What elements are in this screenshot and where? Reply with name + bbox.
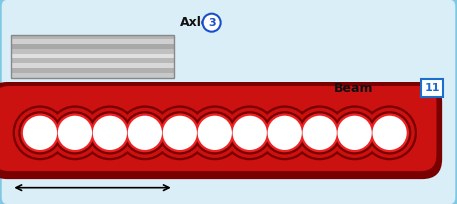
Circle shape (230, 113, 269, 152)
Text: Axle: Axle (180, 16, 210, 29)
Text: Beam: Beam (334, 82, 373, 94)
FancyBboxPatch shape (0, 82, 442, 179)
Circle shape (18, 111, 62, 155)
Circle shape (233, 116, 267, 150)
Bar (11, 54, 174, 59)
Circle shape (93, 116, 127, 150)
Bar (11, 59, 174, 63)
Circle shape (298, 111, 341, 155)
Circle shape (128, 116, 162, 150)
Circle shape (12, 105, 67, 160)
Circle shape (126, 113, 164, 152)
Circle shape (190, 108, 240, 158)
Circle shape (257, 105, 312, 160)
Circle shape (365, 108, 415, 158)
Circle shape (333, 111, 377, 155)
Circle shape (228, 111, 271, 155)
Circle shape (263, 111, 306, 155)
Bar (11, 39, 174, 44)
Circle shape (368, 111, 411, 155)
Circle shape (223, 105, 277, 160)
Circle shape (196, 113, 234, 152)
Bar (11, 44, 174, 49)
Circle shape (202, 14, 221, 32)
Circle shape (266, 113, 304, 152)
Circle shape (327, 105, 382, 160)
Bar (11, 49, 174, 54)
Circle shape (158, 111, 202, 155)
Bar (11, 73, 174, 78)
Circle shape (225, 108, 275, 158)
Circle shape (21, 113, 59, 152)
Circle shape (338, 116, 372, 150)
Text: 11: 11 (425, 83, 440, 93)
Bar (11, 35, 174, 78)
Circle shape (260, 108, 310, 158)
Circle shape (153, 105, 207, 160)
Circle shape (303, 116, 337, 150)
Circle shape (120, 108, 170, 158)
Text: 3: 3 (208, 18, 215, 28)
Circle shape (88, 111, 132, 155)
Circle shape (23, 116, 57, 150)
Circle shape (187, 105, 242, 160)
Circle shape (117, 105, 172, 160)
Circle shape (53, 111, 96, 155)
Circle shape (85, 108, 135, 158)
FancyBboxPatch shape (0, 86, 436, 171)
Circle shape (15, 108, 65, 158)
Circle shape (268, 116, 302, 150)
Circle shape (300, 113, 339, 152)
Circle shape (362, 105, 417, 160)
Circle shape (335, 113, 374, 152)
Circle shape (372, 116, 407, 150)
Circle shape (163, 116, 197, 150)
Circle shape (292, 105, 347, 160)
Circle shape (55, 113, 94, 152)
Circle shape (160, 113, 199, 152)
Circle shape (83, 105, 137, 160)
Bar (11, 63, 174, 68)
Circle shape (370, 113, 409, 152)
Circle shape (48, 105, 102, 160)
FancyBboxPatch shape (421, 79, 443, 97)
Circle shape (90, 113, 129, 152)
Circle shape (155, 108, 205, 158)
Circle shape (329, 108, 380, 158)
Circle shape (295, 108, 345, 158)
Bar (11, 68, 174, 73)
Circle shape (58, 116, 92, 150)
Circle shape (198, 116, 232, 150)
Circle shape (123, 111, 166, 155)
Bar (11, 35, 174, 39)
Circle shape (50, 108, 100, 158)
Circle shape (193, 111, 236, 155)
